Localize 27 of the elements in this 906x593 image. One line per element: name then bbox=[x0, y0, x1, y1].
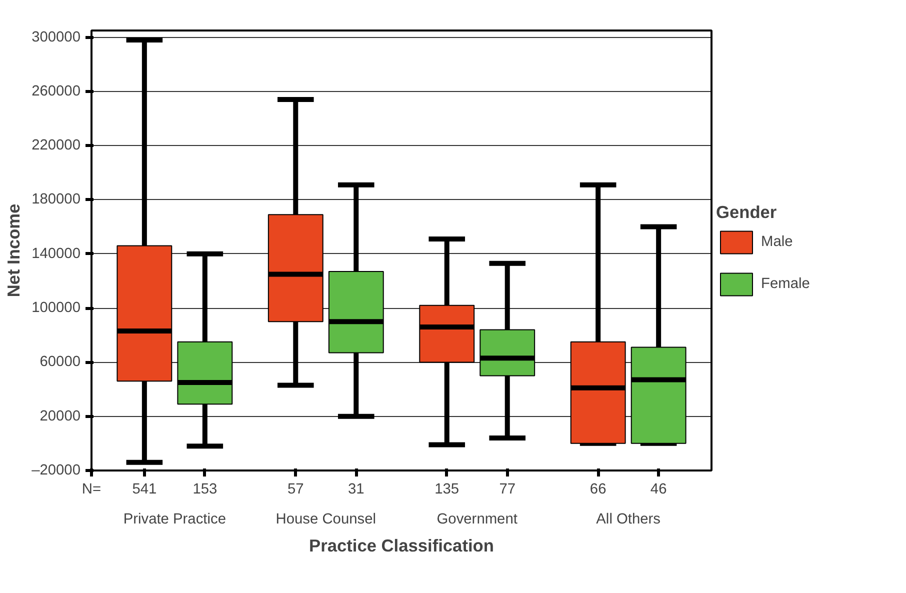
y-tick-label: 220000 bbox=[32, 138, 81, 154]
text: 541 bbox=[132, 482, 157, 498]
y-tick-label: 300000 bbox=[32, 29, 81, 46]
y-axis-title: Net Income bbox=[4, 203, 24, 298]
y-tick-label: 260000 bbox=[32, 83, 81, 100]
legend-title: Gender bbox=[716, 202, 778, 223]
y-tick-label: –20000 bbox=[32, 462, 81, 478]
y-tick-label: 20000 bbox=[40, 408, 81, 424]
text: 66 bbox=[590, 482, 606, 498]
text: 57 bbox=[287, 482, 304, 498]
legend-label: Female bbox=[761, 276, 811, 292]
y-tick-label: 100000 bbox=[32, 300, 81, 316]
x-tick-label: House Counsel bbox=[276, 512, 376, 528]
y-tick-label: 180000 bbox=[32, 192, 81, 208]
x-tick-label: All Others bbox=[596, 512, 660, 528]
y-tick-label: 140000 bbox=[32, 246, 81, 262]
text: 46 bbox=[650, 482, 667, 498]
text: 31 bbox=[348, 482, 364, 498]
text: 77 bbox=[499, 482, 516, 498]
legend-label: Male bbox=[761, 234, 794, 250]
y-tick-label: 60000 bbox=[40, 354, 81, 370]
text: 135 bbox=[434, 482, 460, 498]
x-axis-title: Practice Classification bbox=[309, 536, 494, 556]
text: N= bbox=[82, 482, 102, 498]
x-tick-label: Government bbox=[436, 512, 518, 528]
text: 153 bbox=[192, 482, 218, 498]
x-tick-label: Private Practice bbox=[123, 512, 226, 528]
